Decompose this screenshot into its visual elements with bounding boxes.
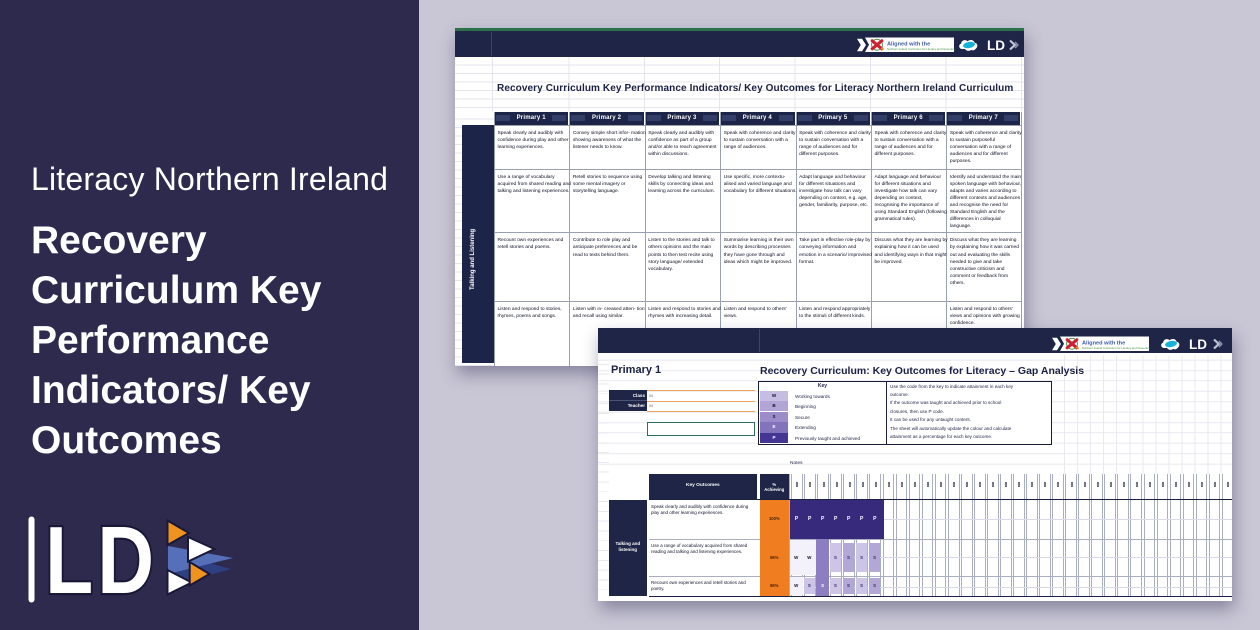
svg-text:Aligned with the: Aligned with the (887, 42, 930, 48)
svg-text:LD: LD (987, 38, 1005, 53)
svg-text:Northern Ireland Curriculum fo: Northern Ireland Curriculum for Literacy… (887, 47, 956, 51)
svg-text:Northern Ireland Curriculum fo: Northern Ireland Curriculum for Literacy… (1082, 346, 1151, 350)
svg-text:LD: LD (1189, 337, 1207, 352)
svg-text:Aligned with the: Aligned with the (1082, 341, 1125, 347)
svg-text:LD: LD (45, 507, 158, 614)
